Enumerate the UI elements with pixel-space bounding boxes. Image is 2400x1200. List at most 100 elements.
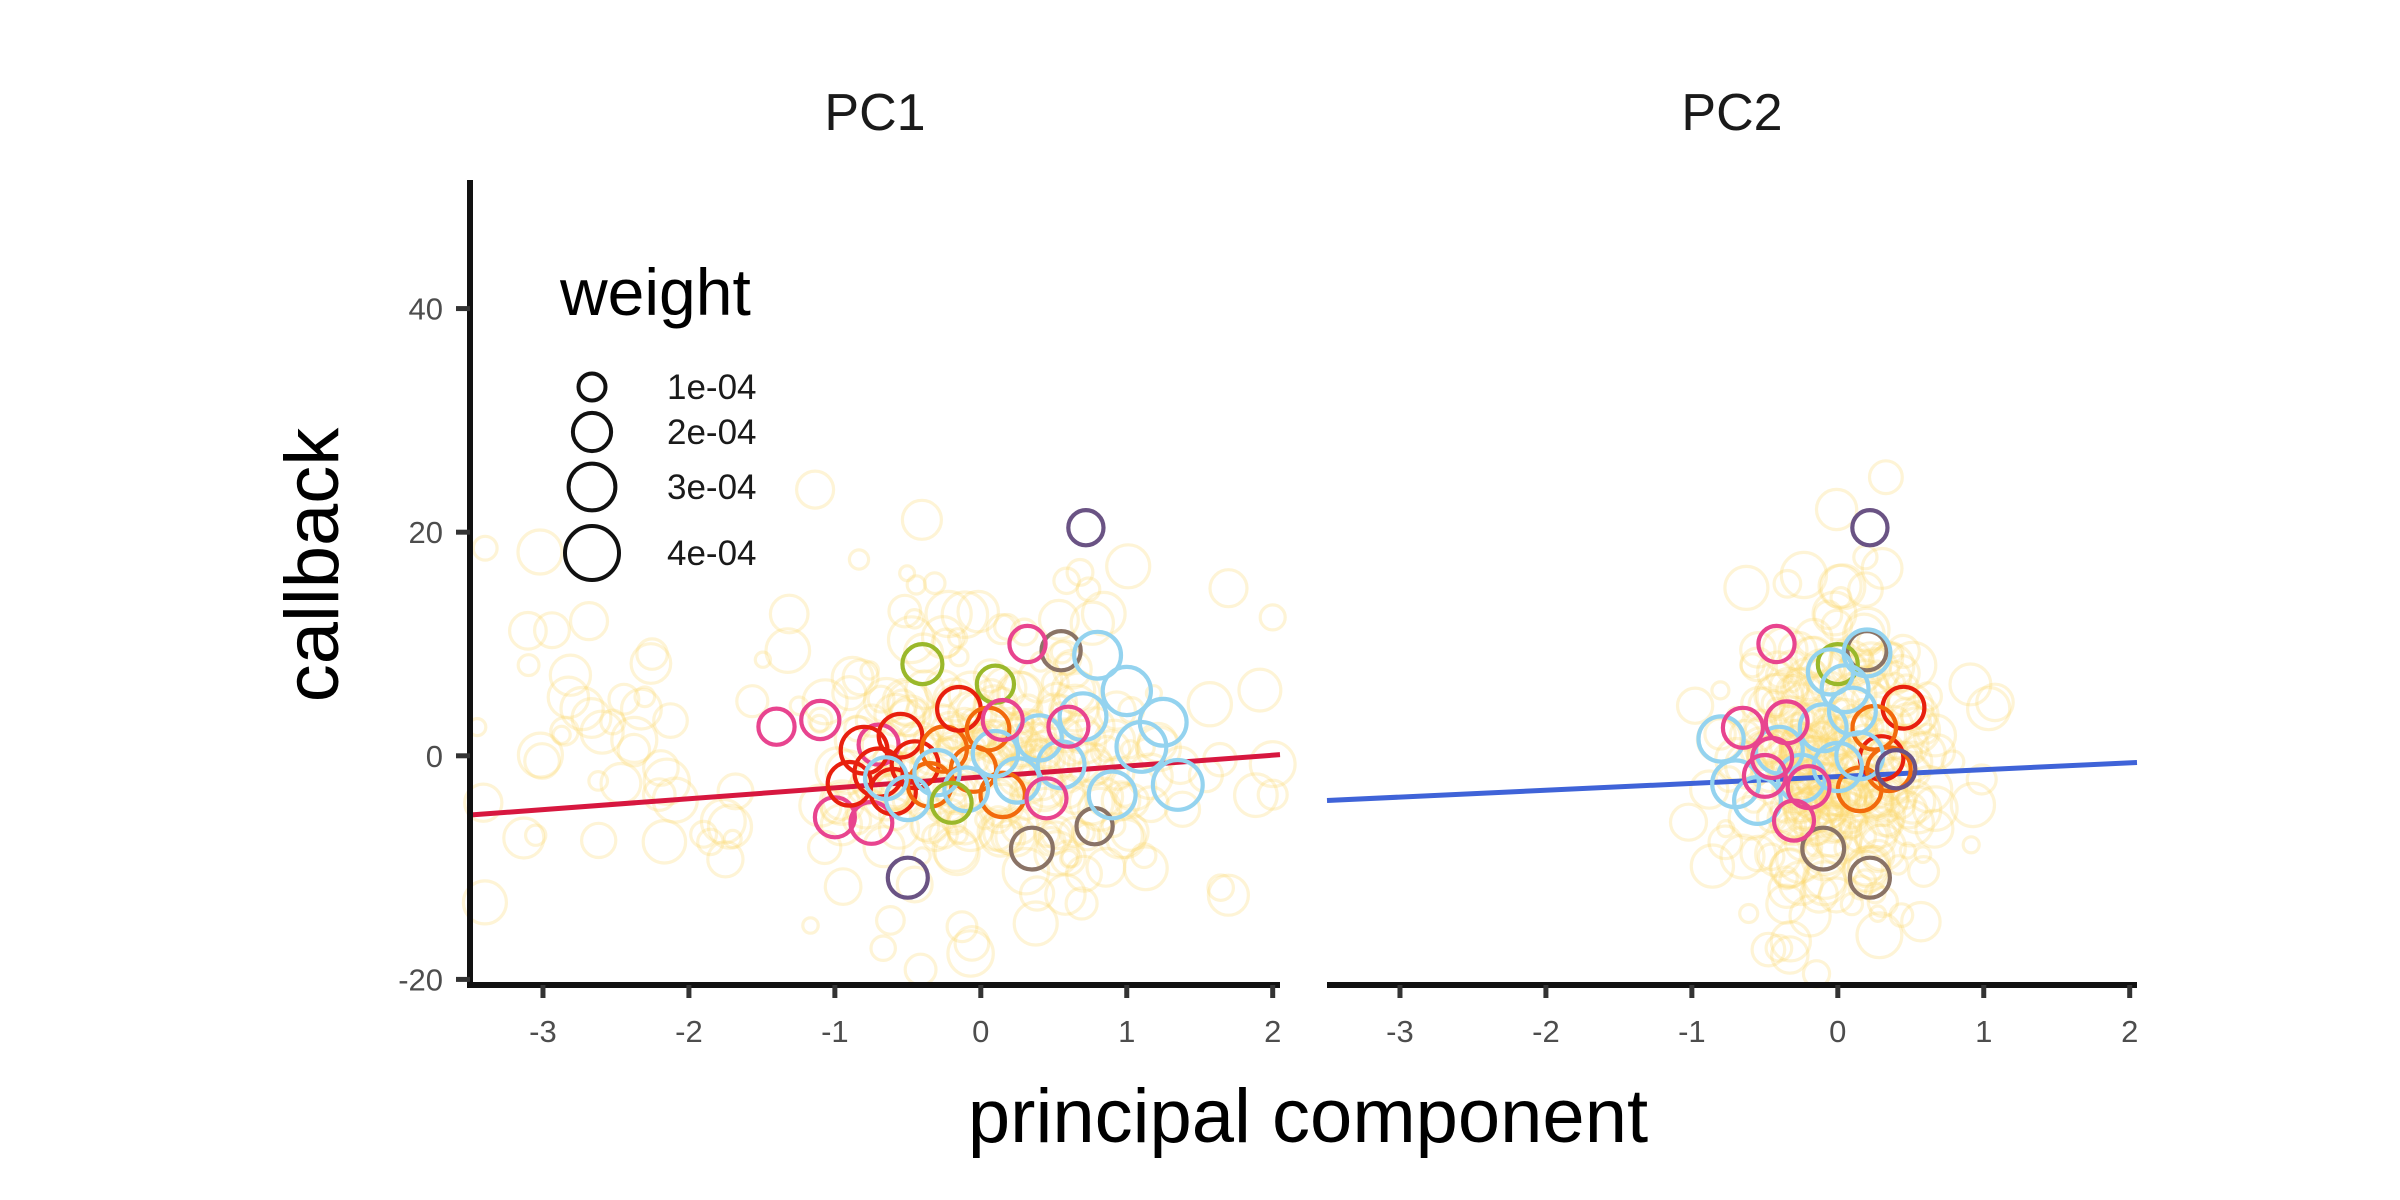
background-point [1009,740,1037,768]
background-point [1044,873,1087,916]
data-point [929,780,974,825]
background-point [831,674,868,712]
background-point [1163,790,1202,829]
background-point [1850,680,1891,720]
background-point [983,805,1013,835]
background-point [1765,883,1807,925]
background-point [722,828,743,850]
data-point [1024,776,1069,821]
background-point [1100,812,1127,839]
background-point [1023,729,1065,771]
background-point [990,819,1027,856]
background-point [1838,816,1863,841]
background-point [1789,702,1831,744]
background-point [1885,671,1907,693]
x-tick-label: 2 [1264,1014,1281,1049]
background-point [931,825,980,873]
background-point [1058,848,1079,869]
data-point [1696,714,1746,764]
background-point [1860,546,1904,590]
background-point [1739,834,1778,873]
background-point [1775,835,1824,884]
background-point [830,655,875,700]
background-point [599,708,627,736]
background-point [546,675,591,720]
background-point [696,827,725,857]
background-point [877,807,921,850]
background-point [921,822,951,853]
fit-line-pc2 [1326,760,2138,804]
background-point [1096,690,1137,731]
background-point [580,821,618,860]
background-point [1232,772,1279,819]
background-point [1753,672,1799,719]
y-axis-title: callback [270,427,355,703]
data-point [942,765,991,814]
data-point [912,747,962,798]
background-point [981,777,1016,813]
background-point [1707,824,1744,861]
background-point [716,772,755,811]
x-tick-label: -1 [1678,1014,1706,1049]
legend-title: weight [559,255,751,329]
background-point [807,706,834,733]
background-point [1100,780,1142,821]
background-point [1122,845,1169,892]
background-point [924,589,973,639]
background-point [1085,846,1127,888]
background-point [1914,808,1955,849]
background-point [1206,873,1235,902]
background-point [1889,790,1929,830]
background-point [881,677,930,726]
data-point [883,774,932,823]
background-point [995,670,1042,717]
background-point [559,685,605,732]
data-point [1100,664,1154,718]
background-point [508,610,548,651]
y-tick-label: 20 [409,515,443,550]
background-point [1852,868,1878,893]
background-point [1050,773,1086,810]
data-point [1741,752,1788,799]
background-point [934,735,956,757]
background-point [1075,576,1102,603]
background-point [895,865,934,904]
background-point [1798,809,1836,846]
background-point [1779,550,1829,600]
background-point [1206,873,1251,917]
background-point [1739,630,1777,669]
background-point [570,696,613,739]
background-point [1855,911,1904,960]
background-point [972,658,1008,694]
background-point [1237,667,1283,713]
background-point [607,682,641,716]
background-point [1093,718,1137,762]
background-point [1915,722,1939,745]
panels-layer [469,508,2138,900]
background-point [706,840,745,879]
background-point [1011,693,1044,725]
data-point [1007,623,1048,665]
background-point [1907,854,1941,888]
background-point [947,823,969,846]
background-point [1885,701,1933,749]
background-point [1777,630,1818,672]
x-tick-label: 1 [1118,1014,1135,1049]
background-point [819,793,851,825]
background-point [1032,820,1061,849]
background-point [948,646,970,668]
background-point [1785,656,1831,702]
background-point [930,627,962,659]
background-point [1069,600,1116,646]
background-point [1874,808,1905,839]
data-point [1137,696,1189,748]
x-tick-label: 2 [2121,1014,2138,1049]
background-point [862,676,911,725]
background-point [886,615,936,665]
background-point [706,803,754,850]
legend-key-circle [570,410,614,454]
x-tick-label: -3 [529,1014,557,1049]
background-point [1847,874,1874,901]
background-point [1773,865,1799,891]
